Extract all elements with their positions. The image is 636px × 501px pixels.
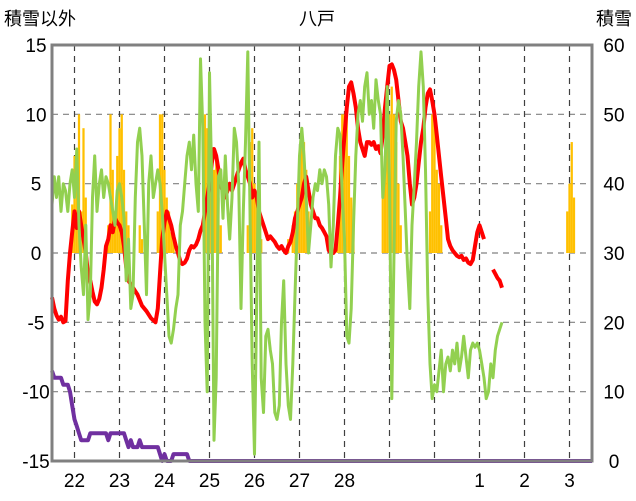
right-tick-label: 10 xyxy=(603,383,624,404)
left-tick-label: -10 xyxy=(22,383,49,404)
precipitation-bar xyxy=(386,114,389,253)
precipitation-bar xyxy=(345,114,348,253)
precipitation-bar xyxy=(167,211,171,253)
precipitation-bar xyxy=(431,114,434,253)
precipitation-bar xyxy=(428,211,432,253)
x-tick-label: 25 xyxy=(199,471,220,492)
precipitation-bar xyxy=(343,114,346,253)
x-tick-label: 26 xyxy=(244,471,265,492)
left-tick-label: 10 xyxy=(25,105,46,126)
precipitation-bar xyxy=(140,239,144,253)
precipitation-bar xyxy=(570,142,573,253)
right-tick-label: 60 xyxy=(603,36,624,57)
x-tick-label: 27 xyxy=(289,471,310,492)
left-tick-label: -5 xyxy=(28,313,45,334)
right-tick-label: 50 xyxy=(603,105,624,126)
precipitation-bar xyxy=(212,169,216,253)
precipitation-bar xyxy=(215,155,218,253)
x-tick-label: 2 xyxy=(519,471,530,492)
precipitation-bar xyxy=(82,128,85,253)
precipitation-bar xyxy=(172,239,175,253)
snow_depth-line xyxy=(50,370,592,463)
precipitation-bar xyxy=(440,225,443,253)
precipitation-bar xyxy=(73,155,76,253)
precipitation-bar xyxy=(113,211,117,253)
precipitation-bar xyxy=(219,225,222,253)
precipitation-bar xyxy=(435,169,438,253)
precipitation-bar xyxy=(433,114,436,253)
precipitation-bar xyxy=(383,155,387,253)
series-lines xyxy=(50,50,592,463)
x-tick-label: 24 xyxy=(154,471,176,492)
x-tick-label: 3 xyxy=(564,471,575,492)
precipitation-bar xyxy=(246,225,249,253)
right-tick-label: 40 xyxy=(603,175,624,196)
precipitation-bar xyxy=(293,211,297,253)
x-tick-label: 28 xyxy=(334,471,355,492)
right-tick-label: 20 xyxy=(603,313,624,334)
precipitation-bar xyxy=(125,211,128,253)
x-tick-label: 23 xyxy=(109,471,130,492)
temperature-line xyxy=(491,268,504,289)
right-tick-label: 0 xyxy=(609,452,620,473)
left-tick-label: 0 xyxy=(31,244,42,265)
chart-title: 八戸 xyxy=(299,9,335,30)
precipitation-bar xyxy=(390,86,393,253)
plot-frame xyxy=(50,43,594,463)
precipitation-bar xyxy=(302,142,306,253)
precipitation-bar xyxy=(347,155,351,253)
x-tick-label: 22 xyxy=(64,471,85,492)
left-tick-label: 15 xyxy=(25,36,46,57)
precipitation-bar xyxy=(568,183,571,253)
precipitation-bar xyxy=(399,225,402,253)
precipitation-bar xyxy=(165,197,168,253)
precipitation-bar xyxy=(203,114,207,253)
left-tick-label: 5 xyxy=(31,175,42,196)
precipitation-bar xyxy=(253,183,256,253)
right-tick-label: 30 xyxy=(603,244,624,265)
precipitation-bar xyxy=(437,183,441,253)
precipitation-bar xyxy=(163,169,166,253)
right-axis-title: 積雪 xyxy=(596,9,632,30)
x-tick-label: 1 xyxy=(474,471,485,492)
precipitation-bar xyxy=(381,197,384,253)
precipitation-bar xyxy=(170,232,173,253)
precipitation-bar xyxy=(161,114,164,253)
precipitation-bar xyxy=(120,114,123,253)
precipitation-bar xyxy=(397,183,400,253)
precipitation-bar xyxy=(350,197,353,253)
precipitation-bar xyxy=(156,211,159,253)
precipitation-bar xyxy=(566,211,569,253)
precipitation-bar xyxy=(138,225,141,253)
wind-line xyxy=(50,50,504,456)
precipitation-bar xyxy=(109,114,112,253)
left-axis-title: 積雪以外 xyxy=(4,9,76,30)
precipitation-bar xyxy=(572,197,576,253)
left-tick-label: -15 xyxy=(22,452,49,473)
